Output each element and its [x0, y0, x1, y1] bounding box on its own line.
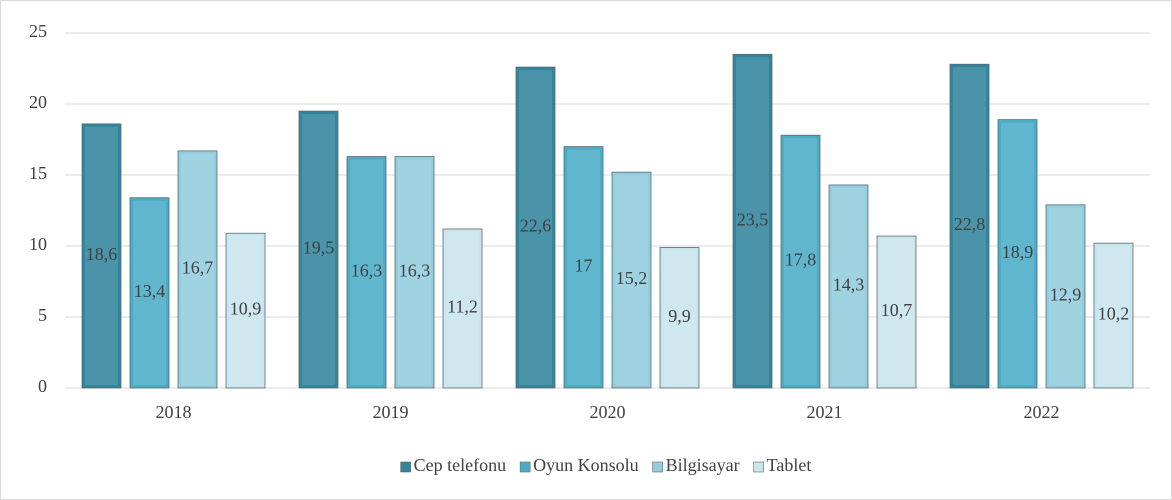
bar	[129, 197, 170, 389]
data-label: 16,3	[351, 260, 383, 280]
y-tick-label: 20	[29, 92, 47, 112]
bar-highlight	[1097, 246, 1130, 385]
bar	[732, 53, 773, 389]
data-label: 18,9	[1002, 242, 1034, 262]
data-label: 18,6	[86, 244, 118, 264]
data-label: 11,2	[447, 297, 478, 317]
x-tick-label: 2019	[373, 402, 409, 422]
bar-highlight	[229, 236, 262, 385]
x-tick-label: 2022	[1024, 402, 1060, 422]
legend-swatch	[753, 461, 764, 473]
data-label: 14,3	[833, 275, 865, 295]
bar	[81, 123, 122, 389]
y-tick-label: 15	[29, 163, 47, 183]
bar	[563, 146, 604, 389]
bar	[177, 150, 218, 389]
bar	[1045, 204, 1086, 389]
bar	[346, 156, 387, 389]
bar-highlight	[519, 70, 552, 385]
x-tick-label: 2021	[807, 402, 843, 422]
bar	[298, 110, 339, 389]
legend-label: Tablet	[767, 455, 812, 475]
y-tick-label: 5	[38, 305, 47, 325]
bar-highlight	[736, 57, 769, 386]
bar	[659, 247, 700, 389]
bar	[997, 119, 1038, 389]
bar	[225, 232, 266, 389]
bar-highlight	[1001, 122, 1034, 386]
bar-highlight	[398, 159, 431, 385]
bar-highlight	[302, 114, 335, 385]
bar	[1093, 242, 1134, 389]
data-label: 22,8	[954, 214, 986, 234]
data-label: 9,9	[668, 306, 691, 326]
data-label: 10,2	[1098, 304, 1130, 324]
bar-highlight	[663, 250, 696, 385]
bar	[611, 171, 652, 389]
bar	[828, 184, 869, 389]
data-label: 17	[575, 255, 593, 275]
bar	[394, 156, 435, 389]
bar-highlight	[615, 175, 648, 385]
x-tick-label: 2020	[590, 402, 626, 422]
data-label: 13,4	[134, 281, 166, 301]
x-tick-label: 2018	[156, 402, 192, 422]
data-label: 10,9	[230, 299, 262, 319]
data-label: 15,2	[616, 268, 648, 288]
legend-swatch	[519, 461, 531, 473]
bar	[780, 134, 821, 389]
bar-highlight	[953, 67, 986, 386]
bar-highlight	[1049, 207, 1082, 385]
y-tick-label: 25	[29, 21, 47, 41]
legend-label: Oyun Konsolu	[533, 455, 639, 475]
data-label: 19,5	[303, 238, 335, 258]
bar	[876, 235, 917, 389]
data-label: 17,8	[785, 250, 817, 270]
bar	[442, 228, 483, 389]
bar-highlight	[832, 187, 865, 385]
data-label: 22,6	[520, 216, 552, 236]
data-label: 16,7	[182, 258, 214, 278]
legend-label: Bilgisayar	[666, 455, 740, 475]
bar	[949, 63, 990, 389]
data-label: 23,5	[737, 209, 769, 229]
y-tick-label: 0	[38, 376, 47, 396]
bar-highlight	[446, 231, 479, 385]
data-label: 12,9	[1050, 285, 1082, 305]
data-label: 10,7	[881, 300, 913, 320]
data-label: 16,3	[399, 260, 431, 280]
bar-highlight	[85, 126, 118, 385]
bar-highlight	[181, 153, 214, 385]
y-tick-label: 10	[29, 234, 47, 254]
bar	[515, 66, 556, 389]
bar-highlight	[133, 200, 166, 385]
legend-label: Cep telefonu	[414, 455, 506, 475]
bar-highlight	[784, 138, 817, 385]
legend-swatch	[652, 461, 663, 473]
legend-swatch	[400, 461, 411, 473]
bar-highlight	[567, 149, 600, 385]
bar-highlight	[880, 239, 913, 385]
bar-highlight	[350, 159, 383, 385]
